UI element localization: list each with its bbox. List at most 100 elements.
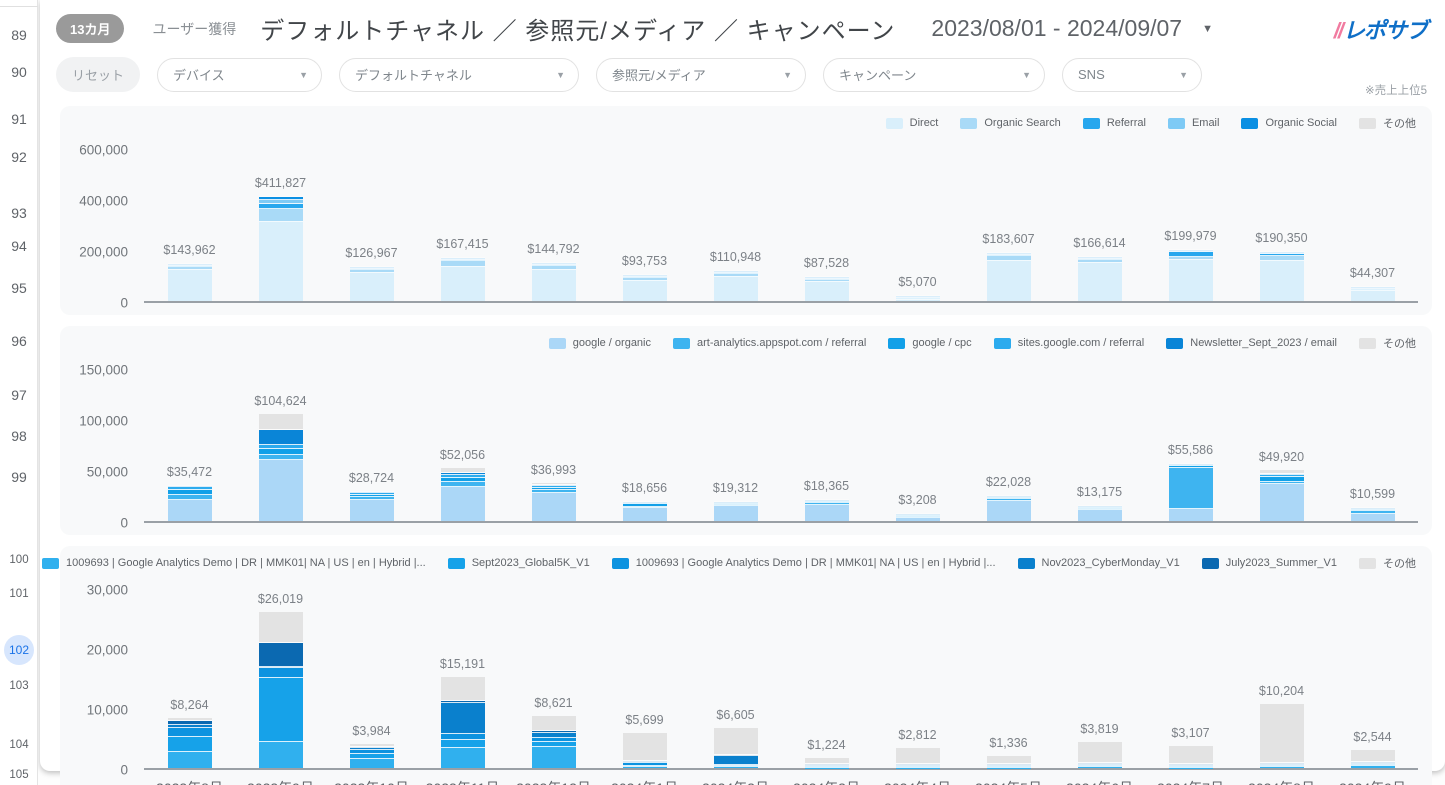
- bar-slot: $10,204: [1236, 590, 1327, 768]
- bar-segment: [349, 754, 394, 759]
- filter-bar: リセット デバイス ▼ デフォルトチャネル ▼ 参照元/メディア ▼ キャンペー…: [56, 57, 1427, 92]
- bar-segment: [895, 516, 940, 518]
- sidebar-page-97[interactable]: 97: [11, 387, 27, 403]
- filter-device-dropdown[interactable]: デバイス ▼: [157, 57, 323, 92]
- filter-default-channel-dropdown[interactable]: デフォルトチャネル ▼: [339, 57, 580, 92]
- sidebar-page-103[interactable]: 103: [9, 680, 29, 692]
- bar-segment: [1077, 255, 1122, 257]
- filter-source-medium-dropdown[interactable]: 参照元/メディア ▼: [596, 57, 807, 92]
- bar-value-label: $3,984: [352, 724, 391, 739]
- y-axis-tick: 10,000: [86, 702, 128, 718]
- bar-segment: [1350, 764, 1395, 766]
- bar-segment: [1350, 507, 1395, 509]
- x-axis-label: 2024年9月: [1327, 778, 1418, 785]
- bar-segment: [622, 277, 667, 279]
- stacked-bar: $166,614: [1073, 236, 1126, 301]
- bar-value-label: $110,948: [709, 250, 762, 265]
- bar-segment: [167, 262, 212, 264]
- legend-item[interactable]: Email: [1167, 117, 1219, 129]
- sidebar-page-99[interactable]: 99: [11, 469, 27, 485]
- bar-segment: [1077, 763, 1122, 765]
- date-range-selector[interactable]: 2023/08/01 - 2024/09/07 ▼: [931, 15, 1213, 42]
- legend-item[interactable]: google / cpc: [888, 337, 972, 349]
- bar-segment: [713, 767, 758, 768]
- bar-segment: [531, 485, 576, 488]
- legend-item[interactable]: Sept2023_Global5K_V1: [447, 557, 590, 569]
- sidebar-page-101[interactable]: 101: [9, 588, 29, 600]
- bar-segment: [1168, 764, 1213, 766]
- x-axis-label: 2024年3月: [781, 778, 872, 785]
- sidebar-page-98[interactable]: 98: [11, 428, 27, 444]
- legend-item[interactable]: その他: [1359, 555, 1416, 571]
- bar-segment: [895, 517, 940, 519]
- legend-item[interactable]: July2023_Summer_V1: [1201, 557, 1337, 569]
- sidebar-page-105[interactable]: 105: [9, 769, 29, 781]
- bar-segment: [258, 444, 303, 449]
- sidebar-page-92[interactable]: 92: [11, 149, 27, 165]
- bar-segment: [349, 267, 394, 269]
- y-axis: 600,000 400,000 200,000 0: [60, 143, 144, 311]
- sidebar-page-94[interactable]: 94: [11, 238, 27, 254]
- bar-segment: [349, 750, 394, 755]
- bar-segment: [713, 274, 758, 278]
- chevron-down-icon: ▼: [556, 69, 566, 80]
- sidebar-page-93[interactable]: 93: [11, 205, 27, 221]
- sidebar-page-91[interactable]: 91: [11, 111, 27, 127]
- bar-segment: [531, 487, 576, 491]
- stacked-bar: $411,827: [255, 176, 306, 301]
- legend-item[interactable]: Organic Social: [1241, 117, 1337, 129]
- filter-campaign-dropdown[interactable]: キャンペーン ▼: [823, 57, 1046, 92]
- bar-segment: [895, 298, 940, 300]
- sidebar-page-95[interactable]: 95: [11, 280, 27, 296]
- stacked-bar: $19,312: [713, 481, 758, 521]
- legend-item[interactable]: 1009693 | Google Analytics Demo | DR | M…: [41, 557, 426, 569]
- bar-segment: [440, 473, 485, 476]
- legend-item[interactable]: sites.google.com / referral: [993, 337, 1144, 349]
- bar-segment: [258, 454, 303, 460]
- legend-item[interactable]: その他: [1359, 335, 1416, 351]
- bar-segment: [1259, 470, 1304, 475]
- legend-item[interactable]: Direct: [885, 117, 938, 129]
- bar-value-label: $126,967: [345, 246, 398, 261]
- filter-sns-dropdown[interactable]: SNS ▼: [1062, 57, 1203, 92]
- report-header: 13カ月 ユーザー獲得 デフォルトチャネル ／ 参照元/メディア ／ キャンペー…: [40, 0, 1445, 97]
- bar-segment: [258, 643, 303, 668]
- legend-swatch: [1082, 117, 1100, 129]
- sidebar-page-104[interactable]: 104: [9, 739, 29, 751]
- legend-item[interactable]: Referral: [1082, 117, 1146, 129]
- legend-item[interactable]: 1009693 | Google Analytics Demo | DR | M…: [611, 557, 996, 569]
- x-axis-label: 2024年6月: [1054, 778, 1145, 785]
- bar-segment: [1259, 482, 1304, 485]
- legend-item[interactable]: Newsletter_Sept_2023 / email: [1166, 337, 1337, 349]
- bar-segment: [531, 742, 576, 747]
- bar-segment: [1259, 475, 1304, 478]
- chart-legend: Direct Organic Search Referral Email Organic…: [60, 113, 1432, 136]
- bar-value-label: $2,812: [898, 728, 937, 743]
- sidebar-page-90[interactable]: 90: [11, 64, 27, 80]
- x-axis-label: 2024年4月: [872, 778, 963, 785]
- bar-segment: [986, 497, 1031, 499]
- bar-slot: $6,605: [690, 590, 781, 768]
- bar-segment: [440, 257, 485, 259]
- legend-item[interactable]: google / organic: [548, 337, 651, 349]
- legend-swatch: [1167, 117, 1185, 129]
- chevron-down-icon: ▼: [783, 69, 793, 80]
- sidebar-page-96[interactable]: 96: [11, 333, 27, 349]
- bar-slot: $126,967: [326, 150, 417, 301]
- legend-item[interactable]: Organic Search: [960, 117, 1061, 129]
- x-axis-labels: 2023年8月2023年9月2023年10月2023年11月2023年12月20…: [60, 770, 1432, 785]
- legend-item[interactable]: Nov2023_CyberMonday_V1: [1017, 557, 1180, 569]
- legend-item[interactable]: art-analytics.appspot.com / referral: [673, 337, 866, 349]
- sidebar-page-102[interactable]: 102: [4, 635, 34, 665]
- reset-button[interactable]: リセット: [56, 57, 141, 92]
- stacked-bar: $35,472: [167, 465, 212, 521]
- bar-segment: [622, 761, 667, 763]
- x-axis-label: 2023年12月: [508, 778, 599, 785]
- bar-value-label: $143,962: [163, 242, 216, 257]
- sidebar-page-100[interactable]: 100: [9, 554, 29, 566]
- filter-label: SNS: [1078, 67, 1105, 82]
- sidebar-page-89[interactable]: 89: [11, 27, 27, 43]
- legend-item[interactable]: その他: [1359, 115, 1416, 131]
- bar-slot: $3,107: [1145, 590, 1236, 768]
- bar-slot: $183,607: [963, 150, 1054, 301]
